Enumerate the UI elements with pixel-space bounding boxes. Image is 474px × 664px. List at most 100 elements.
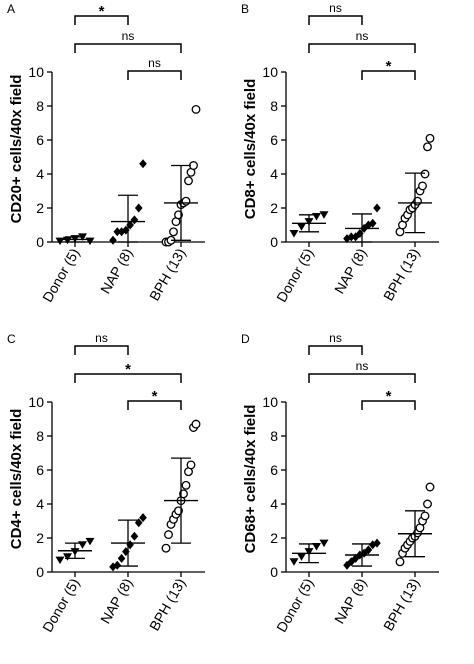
data-point — [312, 543, 321, 551]
significance-label: ns — [329, 331, 342, 345]
data-point — [423, 142, 432, 152]
y-tick-label: 6 — [270, 132, 278, 148]
y-axis-label: CD20+ cells/40x field — [8, 75, 25, 224]
data-point — [117, 553, 126, 563]
data-point — [130, 215, 139, 225]
y-tick-label: 0 — [270, 234, 278, 250]
x-tick-label: BPH (13) — [146, 246, 189, 304]
significance-bracket — [74, 43, 182, 53]
data-point — [368, 218, 377, 228]
data-point — [63, 236, 72, 245]
data-point — [181, 480, 191, 490]
y-tick-label: 4 — [270, 496, 278, 512]
y-tick-label: 8 — [36, 428, 44, 444]
significance-bracket — [74, 373, 182, 383]
data-point — [319, 539, 329, 548]
y-tick-label: 2 — [270, 200, 278, 216]
significance-label: ns — [148, 56, 161, 70]
significance-label: * — [152, 388, 158, 405]
data-point — [312, 213, 321, 221]
significance-bracket — [361, 70, 416, 80]
y-tick-label: 4 — [270, 166, 278, 182]
data-point — [186, 460, 196, 470]
data-point — [78, 541, 87, 549]
data-point — [420, 169, 430, 179]
data-point — [420, 511, 430, 521]
data-point — [297, 223, 306, 231]
data-point — [113, 560, 122, 570]
y-axis-label: CD68+ cells/40x field — [242, 405, 259, 554]
y-tick-label: 4 — [36, 166, 44, 182]
panel-letter: D — [241, 332, 250, 346]
significance-bracket — [308, 373, 416, 383]
panel-b: B CD8+ cells/40x field 0 2 4 6 8 10 Donor (5) NAP… — [241, 1, 439, 305]
significance-bracket — [127, 70, 182, 80]
significance-bracket — [308, 15, 363, 25]
data-point — [356, 229, 364, 238]
y-tick-label: 10 — [28, 64, 44, 80]
significance-label: * — [386, 388, 392, 405]
data-point — [134, 203, 143, 213]
y-tick-label: 10 — [262, 64, 278, 80]
data-point — [289, 230, 299, 238]
y-tick-label: 10 — [262, 394, 278, 410]
x-tick-label: NAP (8) — [331, 576, 370, 627]
y-tick-label: 0 — [36, 564, 44, 580]
data-point — [368, 540, 377, 550]
y-tick-label: 2 — [36, 200, 44, 216]
data-point — [113, 227, 122, 237]
significance-bracket — [308, 43, 416, 53]
y-tick-label: 0 — [36, 234, 44, 250]
significance-label: ns — [356, 29, 369, 43]
data-point — [373, 538, 381, 548]
y-tick-label: 6 — [36, 462, 44, 478]
y-axis-label: CD8+ cells/40x field — [242, 79, 259, 220]
significance-label: ns — [356, 359, 369, 373]
significance-label: ns — [95, 331, 108, 345]
y-tick-label: 10 — [28, 394, 44, 410]
y-tick-label: 8 — [36, 98, 44, 114]
y-tick-label: 6 — [36, 132, 44, 148]
x-tick-label: NAP (8) — [331, 246, 370, 297]
data-point — [169, 227, 178, 237]
panel-c: C CD4+ cells/40x field 0 2 4 6 8 10 Donor (5) NAP… — [7, 331, 205, 635]
significance-bracket — [308, 345, 363, 355]
data-point — [109, 235, 117, 245]
y-tick-label: 0 — [270, 564, 278, 580]
y-tick-label: 2 — [36, 530, 44, 546]
y-tick-label: 2 — [270, 530, 278, 546]
data-point — [181, 196, 191, 206]
panel-letter: C — [7, 332, 16, 346]
data-point — [364, 545, 373, 555]
data-point — [191, 104, 201, 114]
data-point — [319, 211, 329, 219]
data-point — [364, 220, 373, 230]
significance-bracket — [74, 15, 129, 25]
data-point — [139, 159, 147, 169]
data-point — [289, 558, 299, 566]
y-tick-label: 8 — [270, 428, 278, 444]
y-axis-label: CD4+ cells/40x field — [8, 409, 25, 550]
panel-a: A CD20+ cells/40x field 0 2 4 6 8 10 Donor (5) NA… — [7, 2, 205, 305]
data-point — [191, 419, 201, 429]
panel-d: D CD68+ cells/40x field 0 2 4 6 8 10 Donor (5) NA… — [241, 331, 439, 635]
data-point — [373, 203, 381, 213]
x-tick-label: NAP (8) — [97, 246, 136, 297]
x-tick-label: Donor (5) — [273, 246, 316, 305]
data-point — [122, 225, 130, 235]
data-point — [130, 531, 139, 541]
data-point — [184, 176, 193, 186]
x-tick-label: Donor (5) — [39, 576, 82, 635]
data-point — [297, 553, 306, 561]
x-tick-label: NAP (8) — [97, 576, 136, 627]
significance-label: * — [99, 3, 105, 20]
x-tick-label: Donor (5) — [273, 576, 316, 635]
significance-bracket — [361, 400, 416, 410]
y-tick-label: 6 — [270, 462, 278, 478]
significance-bracket — [74, 345, 129, 355]
data-point — [418, 181, 427, 191]
data-point — [63, 553, 72, 561]
data-point — [139, 513, 147, 523]
significance-label: ns — [122, 29, 135, 43]
